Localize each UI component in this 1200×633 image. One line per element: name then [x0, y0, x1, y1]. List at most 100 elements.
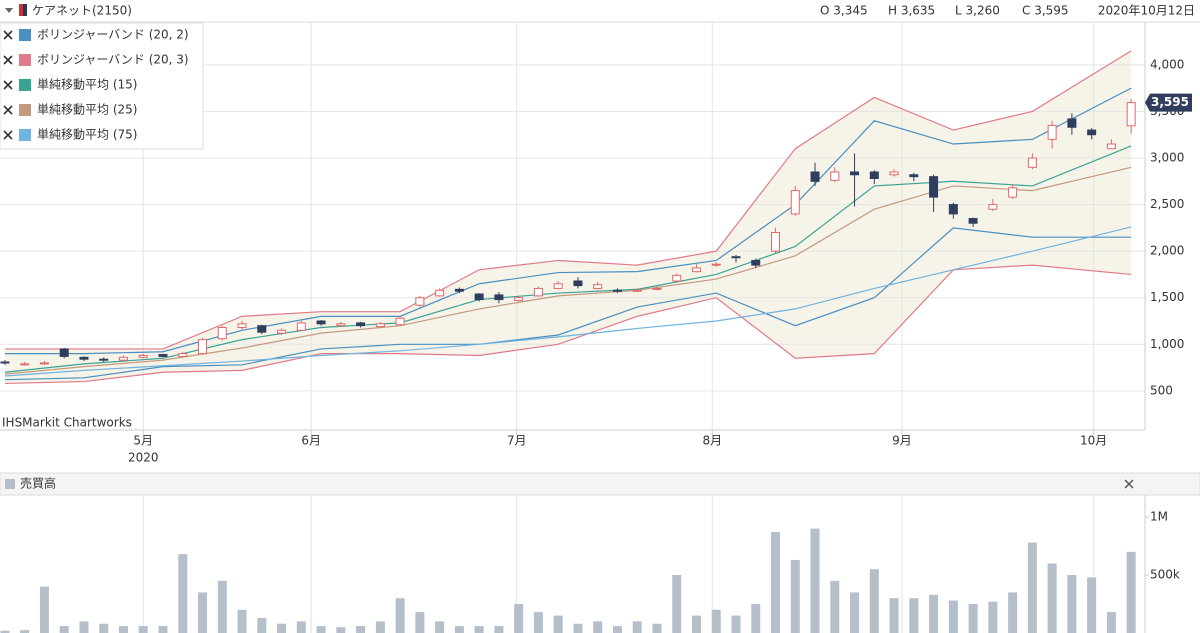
legend-swatch	[19, 29, 31, 41]
symbol-icon	[19, 4, 23, 16]
indicator-line	[4, 145, 1132, 373]
candle-body	[1027, 157, 1037, 168]
candle-body	[632, 289, 642, 292]
volume-bar	[198, 592, 208, 633]
volume-bar	[731, 615, 741, 633]
candle-body	[59, 348, 69, 357]
legend-swatch	[19, 54, 31, 66]
volume-bar	[869, 569, 879, 633]
legend-remove[interactable]	[3, 130, 13, 140]
legend-swatch	[19, 104, 31, 116]
close-icon[interactable]	[1124, 479, 1134, 489]
volume-bar	[790, 559, 800, 633]
candle-body	[99, 358, 109, 361]
volume-bar	[277, 623, 287, 633]
candle-body	[39, 362, 49, 365]
volume-bar	[1008, 592, 1018, 633]
candle-body	[454, 288, 464, 292]
volume-bar	[929, 594, 939, 633]
collapse-icon[interactable]	[5, 8, 13, 13]
volume-bar	[39, 586, 49, 633]
candle-body	[810, 171, 820, 182]
volume-bar	[691, 615, 701, 633]
candle-body	[771, 232, 781, 252]
volume-icon	[5, 479, 15, 489]
volume-bar	[99, 623, 109, 633]
y-tick-label: 2,000	[1150, 244, 1184, 258]
x-tick-label: 8月	[702, 434, 722, 448]
candle-body	[474, 293, 484, 301]
volume-bar	[316, 626, 326, 633]
ohlc-close: C 3,595	[1022, 4, 1069, 18]
volume-bar	[1067, 575, 1077, 633]
candle-body	[316, 320, 326, 325]
year-label: 2020	[128, 451, 159, 465]
volume-bar	[59, 626, 69, 633]
volume-bar	[553, 615, 563, 633]
volume-header	[0, 472, 1200, 496]
volume-bar	[1126, 551, 1136, 633]
volume-bar	[375, 621, 385, 633]
candle-body	[691, 267, 701, 273]
volume-bar	[968, 604, 978, 633]
volume-title: 売買高	[20, 476, 56, 491]
candle-body	[296, 322, 306, 331]
legend-label: 単純移動平均 (25)	[37, 103, 137, 117]
candle-body	[929, 176, 939, 198]
candle-body	[415, 297, 425, 306]
band-fill	[4, 50, 1132, 384]
candle-body	[118, 356, 128, 361]
legend-label: ボリンジャーバンド (20, 3)	[37, 53, 189, 67]
volume-bar	[435, 621, 445, 633]
ohlc-low: L 3,260	[955, 4, 1000, 18]
legend-remove[interactable]	[3, 55, 13, 65]
volume-bar	[1087, 577, 1097, 633]
volume-bar	[257, 617, 267, 633]
volume-bar	[296, 621, 306, 633]
legend-remove[interactable]	[3, 30, 13, 40]
volume-bar	[771, 532, 781, 633]
ohlc-high: H 3,635	[888, 4, 935, 18]
volume-bar	[830, 580, 840, 633]
volume-bar	[612, 626, 622, 633]
volume-bar	[573, 623, 583, 633]
candle-body	[1106, 143, 1116, 150]
volume-bar	[948, 600, 958, 633]
x-tick-label: 6月	[301, 434, 321, 448]
legend-remove[interactable]	[3, 105, 13, 115]
y-tick-label: 2,500	[1150, 197, 1184, 211]
volume-bar	[178, 554, 188, 633]
candle-body	[435, 289, 445, 297]
candle-body	[869, 171, 879, 179]
volume-bar	[909, 598, 919, 633]
legend-label: 単純移動平均 (75)	[37, 128, 137, 142]
candle-body	[731, 256, 741, 259]
indicator-line	[4, 264, 1132, 385]
volume-bar	[474, 626, 484, 633]
volume-bar	[850, 592, 860, 633]
indicator-line	[4, 166, 1132, 375]
legend-remove[interactable]	[3, 80, 13, 90]
volume-bar	[751, 604, 761, 633]
y-tick-label: 500k	[1150, 568, 1180, 582]
volume-bar	[711, 609, 721, 633]
symbol-title: ケアネット(2150)	[32, 4, 132, 18]
candle-body	[889, 171, 899, 176]
volume-bar	[356, 626, 366, 633]
volume-bar	[158, 626, 168, 633]
candle-body	[336, 323, 346, 327]
x-tick-label: 5月	[133, 434, 153, 448]
date: 2020年10月12日	[1098, 4, 1195, 18]
candle-body	[257, 325, 267, 333]
volume-bar	[494, 626, 504, 633]
volume-bar	[118, 626, 128, 633]
volume-bar	[336, 627, 346, 633]
volume-bar	[395, 598, 405, 633]
volume-bar	[652, 623, 662, 633]
candle-body	[158, 354, 168, 357]
candle-body	[988, 204, 998, 210]
candle-body	[909, 174, 919, 178]
volume-bar	[988, 601, 998, 633]
legend: ボリンジャーバンド (20, 2) ボリンジャーバンド (20, 3) 単純移動平均…	[0, 22, 204, 150]
